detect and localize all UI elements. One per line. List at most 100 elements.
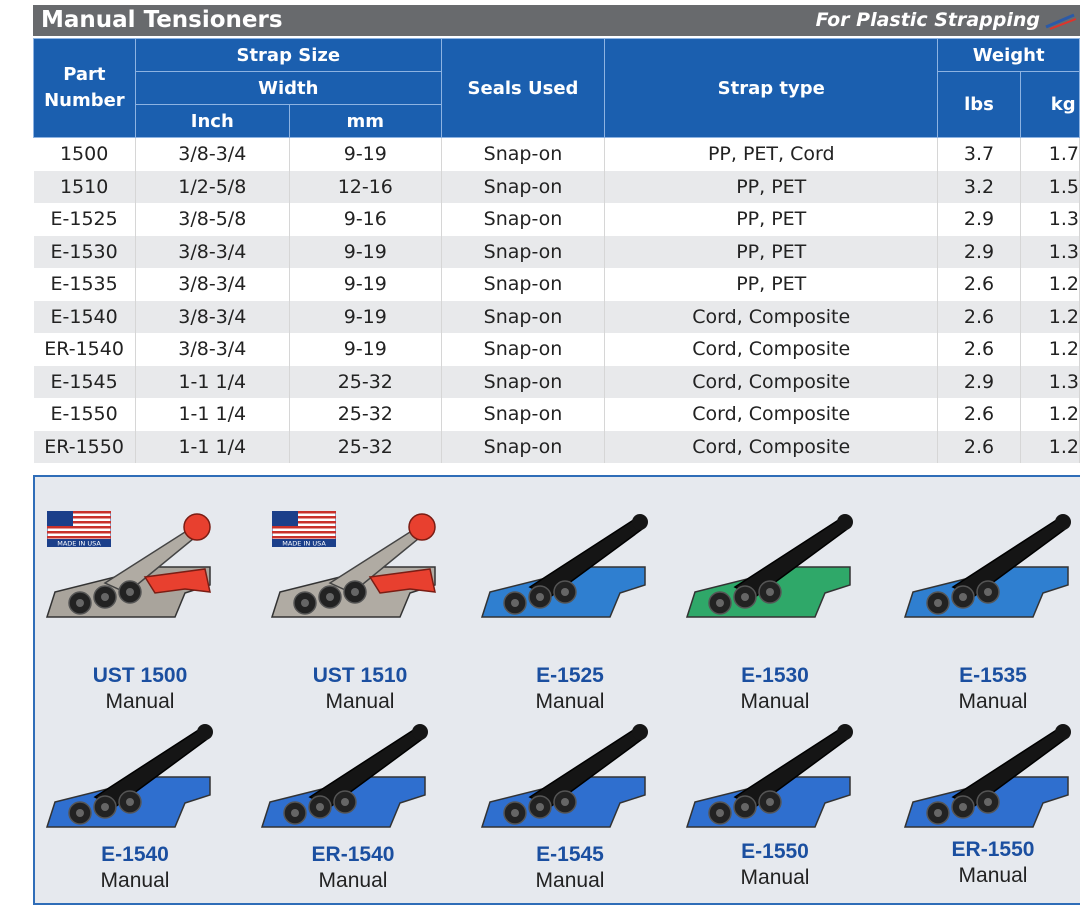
product-image (675, 707, 875, 861)
cell-part: 1500 (33, 137, 136, 171)
tensioner-icon (260, 724, 428, 828)
cell-lbs: 2.9 (937, 203, 1021, 236)
cell-lbs: 2.9 (937, 365, 1021, 398)
cell-mm: 9-19 (289, 300, 442, 333)
cell-seals: Snap-on (441, 203, 606, 236)
cell-lbs: 2.9 (937, 235, 1021, 268)
product-type: Manual (740, 690, 810, 713)
product-model: UST 1500 (92, 664, 188, 687)
cell-seals: Snap-on (441, 398, 606, 431)
cell-strap-type: Cord, Composite (604, 430, 939, 463)
cell-lbs: 3.2 (937, 170, 1021, 203)
cell-mm: 9-19 (289, 137, 442, 171)
product-card: E-1535 Manual (893, 663, 1080, 715)
cell-inch: 3/8-3/4 (135, 137, 290, 171)
product-card: E-1525 Manual (470, 663, 670, 715)
cell-mm: 12-16 (289, 170, 442, 203)
cell-strap-type: Cord, Composite (604, 300, 939, 333)
cell-part: E-1525 (33, 203, 136, 236)
cell-inch: 3/8-5/8 (135, 203, 290, 236)
product-image (470, 497, 670, 651)
product-card: E-1550 Manual (675, 839, 875, 891)
product-model: E-1540 (101, 843, 169, 866)
header-strap-size: Strap Size (134, 38, 442, 72)
cell-kg: 1.3 (1020, 235, 1080, 268)
product-card: E-1530 Manual (675, 663, 875, 715)
header-lbs: lbs (937, 71, 1021, 138)
cell-lbs: 2.6 (937, 268, 1021, 301)
product-image (250, 707, 450, 861)
product-gallery: MADE IN USA UST 1500 Manual MADE IN USA UST … (33, 475, 1080, 905)
cell-kg: 1.3 (1020, 203, 1080, 236)
cell-seals: Snap-on (441, 137, 606, 171)
tensioner-icon (903, 724, 1071, 828)
cell-part: E-1540 (33, 300, 136, 333)
header-kg: kg (1019, 71, 1080, 138)
cell-inch: 1-1 1/4 (135, 430, 290, 463)
header-seals-used: Seals Used (440, 38, 606, 138)
table-row: ER-1540 3/8-3/4 9-19 Snap-on Cord, Compo… (33, 333, 1080, 366)
cell-part: ER-1550 (33, 430, 136, 463)
cell-inch: 1-1 1/4 (135, 365, 290, 398)
tensioner-icon (45, 724, 213, 828)
tensioner-icon (903, 514, 1071, 618)
product-type: Manual (535, 690, 605, 713)
header-weight: Weight (937, 38, 1080, 72)
cell-lbs: 3.7 (937, 137, 1021, 171)
product-card: UST 1500 Manual (40, 663, 240, 715)
product-type: Manual (958, 690, 1028, 713)
table-row: E-1545 1-1 1/4 25-32 Snap-on Cord, Compo… (33, 365, 1080, 398)
product-image (893, 707, 1080, 861)
cell-part: E-1535 (33, 268, 136, 301)
product-card: ER-1540 Manual (253, 842, 453, 894)
svg-text:MADE IN USA: MADE IN USA (282, 540, 326, 548)
svg-text:MADE IN USA: MADE IN USA (57, 540, 101, 548)
cell-strap-type: PP, PET (604, 235, 939, 268)
product-card: E-1540 Manual (35, 842, 235, 894)
cell-inch: 3/8-3/4 (135, 333, 290, 366)
cell-kg: 1.2 (1020, 268, 1080, 301)
cell-inch: 3/8-3/4 (135, 235, 290, 268)
cell-mm: 9-19 (289, 333, 442, 366)
product-type: Manual (105, 690, 175, 713)
table-row: E-1530 3/8-3/4 9-19 Snap-on PP, PET 2.9 … (33, 235, 1080, 268)
cell-kg: 1.2 (1020, 300, 1080, 333)
product-card: E-1545 Manual (470, 842, 670, 894)
cell-lbs: 2.6 (937, 430, 1021, 463)
cell-inch: 1/2-5/8 (135, 170, 290, 203)
cell-part: ER-1540 (33, 333, 136, 366)
cell-strap-type: Cord, Composite (604, 365, 939, 398)
cell-seals: Snap-on (441, 235, 606, 268)
tensioner-icon (685, 724, 853, 828)
cell-lbs: 2.6 (937, 398, 1021, 431)
table-row: E-1535 3/8-3/4 9-19 Snap-on PP, PET 2.6 … (33, 268, 1080, 301)
cell-inch: 3/8-3/4 (135, 268, 290, 301)
cell-seals: Snap-on (441, 170, 606, 203)
table-row: E-1550 1-1 1/4 25-32 Snap-on Cord, Compo… (33, 398, 1080, 431)
cell-seals: Snap-on (441, 430, 606, 463)
cell-mm: 25-32 (289, 365, 442, 398)
cell-strap-type: PP, PET (604, 170, 939, 203)
tensioner-icon (480, 724, 648, 828)
table-row: ER-1550 1-1 1/4 25-32 Snap-on Cord, Comp… (33, 430, 1080, 463)
spec-table: Part Number Strap Size Seals Used Strap … (33, 38, 1080, 463)
cell-seals: Snap-on (441, 300, 606, 333)
product-model: E-1525 (536, 664, 604, 687)
product-type: Manual (318, 869, 388, 892)
cell-mm: 25-32 (289, 398, 442, 431)
cell-inch: 3/8-3/4 (135, 300, 290, 333)
header-strap-type: Strap type (604, 38, 939, 138)
header-width: Width (134, 71, 442, 105)
cell-mm: 9-16 (289, 203, 442, 236)
tensioner-icon (480, 514, 648, 618)
header-part-number: Part Number (33, 38, 136, 138)
product-type: Manual (100, 869, 170, 892)
cell-inch: 1-1 1/4 (135, 398, 290, 431)
product-model: UST 1510 (312, 664, 408, 687)
cell-strap-type: Cord, Composite (604, 398, 939, 431)
header-inch: Inch (134, 104, 290, 138)
product-image (893, 497, 1080, 651)
cell-part: E-1550 (33, 398, 136, 431)
product-image (35, 497, 235, 651)
cell-lbs: 2.6 (937, 333, 1021, 366)
